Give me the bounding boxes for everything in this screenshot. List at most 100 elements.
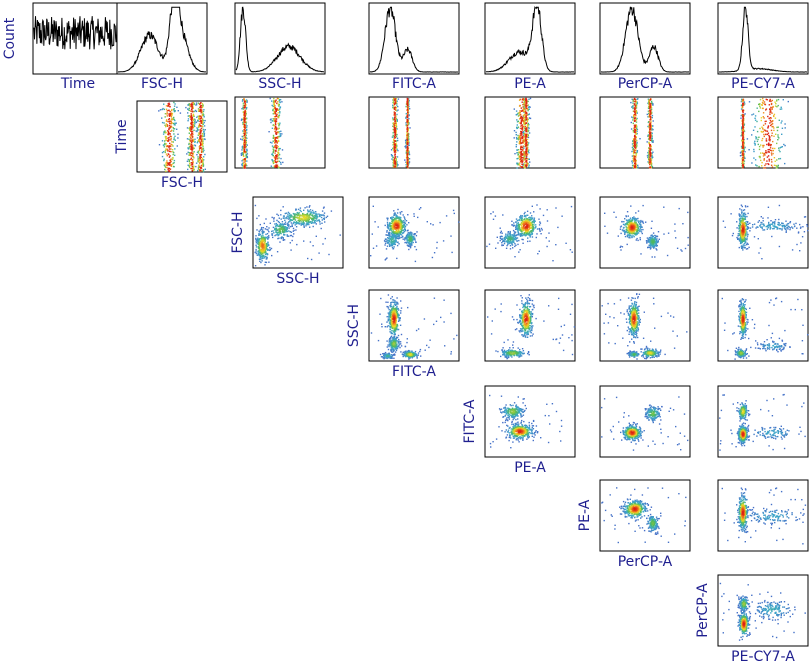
scatter-point bbox=[200, 108, 202, 111]
scatter-point bbox=[406, 124, 409, 126]
scatter-point bbox=[396, 118, 398, 121]
scatter-point bbox=[276, 141, 279, 143]
scatter-point bbox=[200, 169, 202, 171]
scatter-point bbox=[246, 125, 248, 127]
scatter-point bbox=[761, 101, 764, 104]
scatter-point bbox=[268, 249, 270, 251]
scatter-point bbox=[244, 102, 246, 105]
scatter-point bbox=[768, 100, 771, 102]
scatter-point bbox=[294, 214, 296, 216]
scatter-point bbox=[526, 127, 528, 130]
scatter-point bbox=[391, 237, 393, 239]
scatter-point bbox=[649, 106, 651, 108]
scatter-point bbox=[303, 222, 305, 224]
scatter-point bbox=[271, 154, 274, 156]
scatter-point bbox=[648, 150, 650, 152]
scatter-point bbox=[406, 116, 409, 119]
scatter-point bbox=[191, 150, 193, 152]
scatter-point bbox=[634, 119, 636, 122]
scatter-point bbox=[755, 136, 758, 139]
scatter-point bbox=[524, 108, 526, 110]
scatter-point bbox=[406, 234, 408, 237]
scatter-point bbox=[274, 122, 277, 124]
scatter-point bbox=[195, 104, 198, 106]
scatter-point bbox=[244, 141, 247, 144]
scatter-point bbox=[165, 163, 167, 165]
scatter-point bbox=[522, 151, 525, 153]
scatter-point bbox=[243, 145, 245, 148]
scatter-point bbox=[766, 156, 769, 158]
scatter-point bbox=[630, 121, 632, 124]
scatter-point bbox=[396, 148, 398, 150]
scatter-point bbox=[264, 261, 267, 263]
scatter-point bbox=[512, 229, 515, 232]
scatter-point bbox=[525, 134, 527, 136]
scatter-point bbox=[393, 233, 395, 236]
scatter-point bbox=[768, 104, 770, 106]
scatter-point bbox=[326, 215, 329, 217]
scatter-point bbox=[545, 237, 547, 239]
scatter-point bbox=[312, 245, 314, 247]
scatter-point bbox=[407, 230, 409, 232]
scatter-point bbox=[279, 107, 281, 109]
scatter-point bbox=[631, 116, 633, 118]
scatter-point bbox=[262, 229, 264, 231]
scatter-point bbox=[408, 153, 411, 156]
scatter-point bbox=[509, 230, 511, 233]
scatter-point bbox=[166, 124, 169, 126]
scatter-point bbox=[552, 260, 554, 262]
scatter-point bbox=[636, 150, 639, 152]
scatter-point bbox=[189, 103, 192, 105]
scatter-point bbox=[169, 170, 171, 173]
scatter-point bbox=[394, 131, 396, 134]
scatter-point bbox=[753, 150, 755, 153]
scatter-point bbox=[634, 113, 636, 116]
scatter-point bbox=[188, 143, 190, 146]
scatter-point bbox=[272, 160, 274, 163]
scatter-point bbox=[507, 231, 509, 233]
scatter-point bbox=[525, 122, 527, 124]
scatter-point bbox=[399, 231, 401, 233]
scatter-point bbox=[408, 98, 410, 100]
scatter-point bbox=[652, 104, 654, 106]
scatter-point bbox=[188, 109, 191, 111]
scatter-point bbox=[169, 133, 171, 135]
scatter-point bbox=[784, 127, 786, 129]
scatter-point bbox=[271, 153, 274, 155]
scatter-point bbox=[649, 111, 651, 113]
scatter-point bbox=[277, 145, 279, 148]
scatter-point bbox=[191, 147, 193, 149]
scatter-point bbox=[283, 239, 286, 241]
scatter-point bbox=[759, 103, 761, 105]
scatter-point bbox=[276, 131, 279, 133]
scatter-point bbox=[164, 168, 166, 171]
scatter-point bbox=[779, 147, 781, 149]
scatter-point bbox=[529, 161, 531, 163]
scatter-point bbox=[241, 135, 243, 138]
scatter-point bbox=[277, 149, 280, 152]
scatter-point bbox=[522, 154, 524, 157]
scatter-point bbox=[192, 165, 195, 168]
scatter-point bbox=[390, 154, 393, 156]
scatter-point bbox=[633, 164, 635, 167]
scatter-point bbox=[405, 145, 407, 148]
scatter-point bbox=[762, 124, 765, 126]
scatter-point bbox=[197, 120, 199, 122]
scatter-point bbox=[199, 147, 202, 149]
scatter-point bbox=[389, 241, 391, 243]
scatter-point bbox=[197, 168, 200, 170]
scatter-point bbox=[192, 114, 194, 117]
scatter-point bbox=[779, 150, 781, 153]
scatter-point bbox=[279, 231, 281, 233]
scatter-point bbox=[769, 113, 771, 115]
scatter-point bbox=[755, 136, 757, 138]
scatter-point bbox=[202, 169, 205, 171]
scatter-point bbox=[164, 166, 167, 168]
scatter-point bbox=[395, 223, 398, 225]
scatter-point bbox=[277, 229, 279, 231]
scatter-point bbox=[189, 126, 192, 129]
scatter-point bbox=[196, 127, 198, 129]
scatter-point bbox=[192, 138, 194, 140]
scatter-point bbox=[293, 214, 295, 216]
scatter-point bbox=[293, 229, 295, 232]
